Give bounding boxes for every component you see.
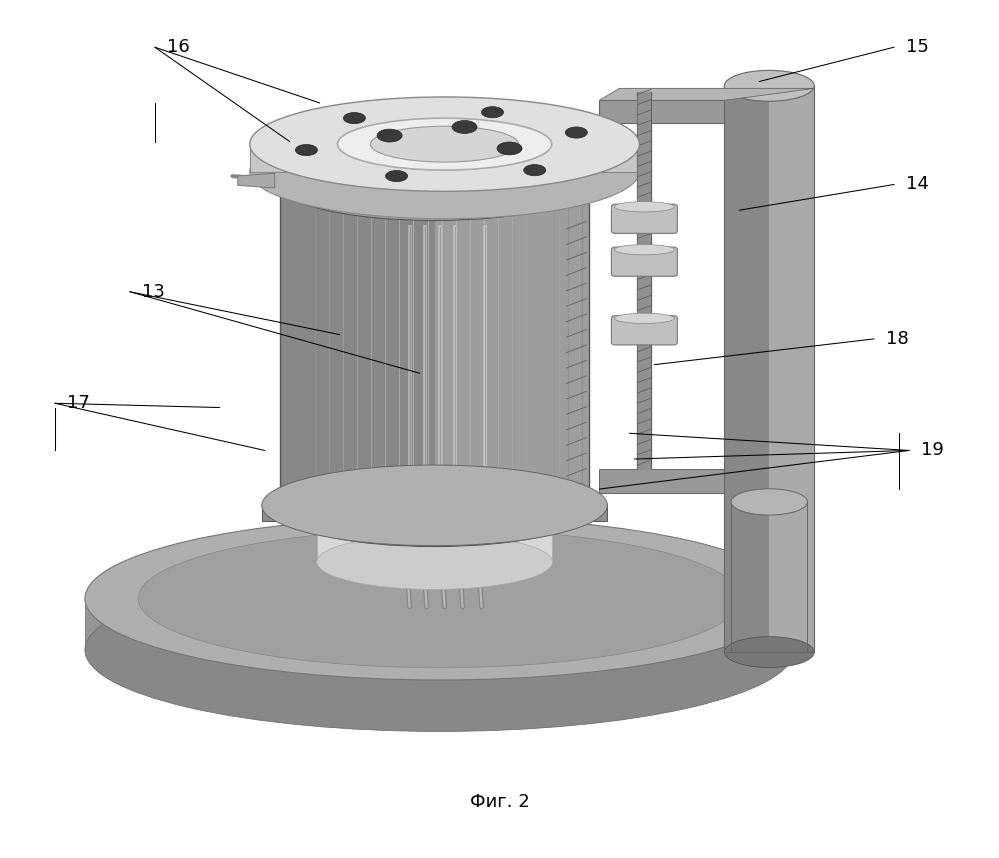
Polygon shape bbox=[599, 469, 724, 493]
Polygon shape bbox=[238, 173, 275, 188]
Text: 14: 14 bbox=[906, 176, 929, 193]
Ellipse shape bbox=[565, 127, 587, 138]
Ellipse shape bbox=[338, 118, 551, 170]
Ellipse shape bbox=[386, 171, 408, 182]
Ellipse shape bbox=[614, 202, 674, 212]
Ellipse shape bbox=[523, 165, 545, 176]
Text: 19: 19 bbox=[921, 442, 944, 459]
Ellipse shape bbox=[250, 124, 639, 219]
Text: 18: 18 bbox=[886, 330, 909, 347]
Polygon shape bbox=[250, 144, 639, 172]
Ellipse shape bbox=[724, 637, 814, 668]
Ellipse shape bbox=[724, 70, 814, 101]
Polygon shape bbox=[317, 511, 552, 562]
Ellipse shape bbox=[731, 489, 807, 515]
Ellipse shape bbox=[85, 569, 794, 731]
FancyBboxPatch shape bbox=[611, 247, 677, 276]
Ellipse shape bbox=[280, 474, 589, 547]
Polygon shape bbox=[769, 502, 807, 652]
Ellipse shape bbox=[344, 112, 366, 124]
Ellipse shape bbox=[296, 144, 318, 155]
Polygon shape bbox=[731, 502, 769, 652]
Ellipse shape bbox=[138, 529, 741, 668]
Polygon shape bbox=[265, 167, 604, 189]
Polygon shape bbox=[435, 184, 589, 511]
Ellipse shape bbox=[317, 483, 552, 538]
Ellipse shape bbox=[482, 106, 503, 118]
Ellipse shape bbox=[262, 465, 607, 546]
Ellipse shape bbox=[85, 517, 794, 680]
Polygon shape bbox=[769, 86, 814, 652]
Ellipse shape bbox=[498, 142, 521, 154]
Text: Фиг. 2: Фиг. 2 bbox=[470, 794, 529, 811]
Polygon shape bbox=[85, 599, 794, 650]
Ellipse shape bbox=[250, 97, 639, 191]
Ellipse shape bbox=[317, 535, 552, 589]
Polygon shape bbox=[599, 100, 724, 123]
FancyBboxPatch shape bbox=[611, 204, 677, 233]
Polygon shape bbox=[724, 86, 769, 652]
Ellipse shape bbox=[452, 120, 478, 133]
Polygon shape bbox=[280, 184, 435, 511]
Text: 17: 17 bbox=[67, 395, 90, 412]
Ellipse shape bbox=[377, 130, 402, 142]
Polygon shape bbox=[262, 505, 607, 521]
Ellipse shape bbox=[371, 126, 518, 162]
Ellipse shape bbox=[280, 148, 589, 221]
Text: 16: 16 bbox=[167, 39, 190, 56]
Text: 13: 13 bbox=[142, 283, 165, 300]
Polygon shape bbox=[599, 88, 814, 100]
FancyBboxPatch shape bbox=[611, 316, 677, 345]
Ellipse shape bbox=[614, 313, 674, 323]
Ellipse shape bbox=[614, 245, 674, 255]
Text: 15: 15 bbox=[906, 39, 929, 56]
Ellipse shape bbox=[265, 127, 604, 208]
